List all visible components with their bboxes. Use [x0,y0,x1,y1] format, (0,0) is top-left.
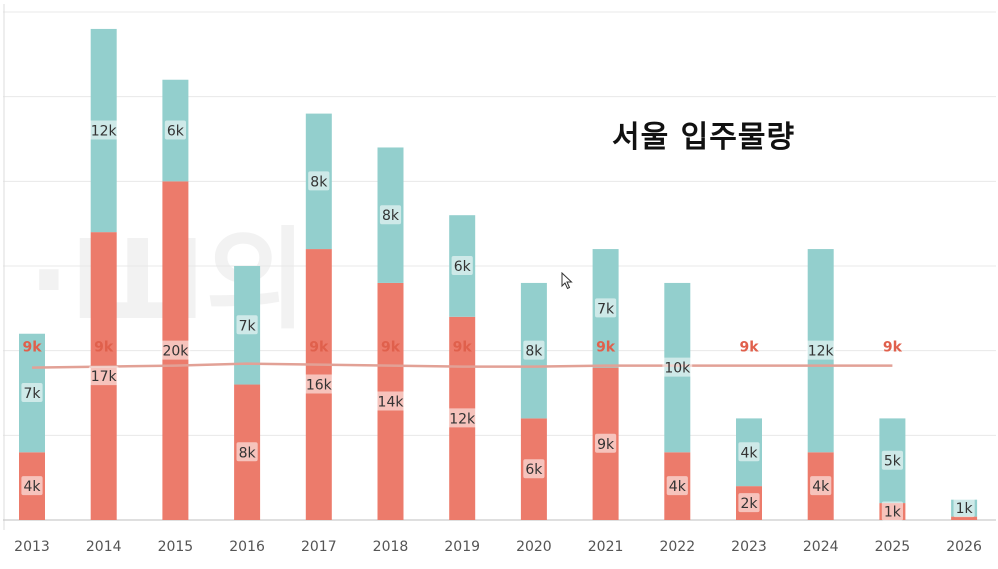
data-label-upper: 1k [956,501,974,517]
data-label-upper: 10k [664,361,691,377]
data-label-upper-bg [805,340,836,360]
x-tick-label: 2023 [731,539,767,555]
data-label-upper-bg [88,120,119,140]
data-label-upper-bg [451,256,473,275]
data-label-lower-bg [666,476,688,496]
data-label-upper-bg [308,171,330,191]
x-tick-label: 2016 [229,539,265,555]
data-label-upper-bg [164,120,186,140]
data-label-lower-bg [810,476,832,496]
x-tick-label: 2018 [373,539,409,555]
data-label-lower: 9k [597,437,615,453]
average-label: 9k [596,340,616,356]
data-label-upper: 5k [884,454,902,470]
data-label-lower-bg [881,501,903,521]
average-line [31,362,893,369]
data-label-upper-bg [21,383,43,402]
data-label-lower-bg [523,459,545,479]
data-label-upper-bg [379,205,402,225]
x-tick-label: 2024 [803,539,839,555]
average-label: 9k [309,340,329,356]
data-label-upper: 8k [310,174,328,190]
data-label-upper-bg [738,442,760,462]
average-label: 9k [381,340,401,356]
average-label: 9k [22,340,42,356]
average-label: 9k [883,340,903,356]
data-label-upper: 8k [525,344,543,360]
data-label-upper-bg [595,298,617,318]
data-label-upper: 8k [382,208,400,224]
data-label-lower: 12k [449,411,476,427]
data-label-lower-bg [21,476,43,496]
data-label-lower-bg [595,433,617,453]
x-tick-label: 2021 [588,539,624,555]
data-label-lower: 4k [669,479,687,495]
data-label-lower: 20k [162,344,189,360]
data-label-lower: 16k [306,378,333,394]
data-label-lower: 8k [239,445,257,461]
data-label-lower-bg [447,408,478,428]
x-tick-label: 2020 [516,539,552,555]
data-label-lower: 6k [525,462,543,478]
data-label-lower-bg [236,442,258,462]
average-label: 9k [94,340,114,356]
data-label-upper: 12k [808,344,835,360]
average-label: 9k [453,340,473,356]
data-label-upper-bg [881,450,903,470]
average-label: 9k [739,340,759,356]
data-label-upper: 4k [740,445,758,461]
data-label-lower: 14k [378,394,405,410]
data-label-lower: 4k [23,479,41,495]
data-label-lower-bg [160,340,191,360]
data-label-lower: 1k [884,505,902,521]
x-tick-label: 2026 [946,539,982,555]
data-label-lower: 4k [812,479,830,495]
data-label-upper: 6k [454,259,472,275]
data-label-upper: 7k [23,386,41,402]
data-label-lower: 17k [91,369,118,385]
data-label-upper: 7k [239,318,257,334]
data-label-upper-bg [523,340,545,360]
x-tick-label: 2013 [14,539,50,555]
data-label-lower: 2k [740,496,758,512]
x-tick-label: 2019 [444,539,480,555]
x-tick-label: 2017 [301,539,337,555]
data-label-upper-bg [236,315,258,335]
data-label-upper-bg [662,357,693,377]
x-tick-label: 2014 [86,539,122,555]
data-label-upper: 6k [167,124,185,140]
data-label-upper: 12k [91,124,118,140]
data-label-lower-bg [88,366,119,386]
chart-title: 서울 입주물량 [612,120,796,155]
bar-lower-2026 [951,516,978,520]
x-tick-label: 2025 [875,539,911,555]
data-label-upper: 7k [597,301,615,317]
data-label-lower-bg [303,374,334,394]
data-label-upper-bg [953,498,975,518]
data-label-lower-bg [375,391,406,411]
x-tick-label: 2022 [659,539,695,555]
data-label-lower-bg [738,493,760,513]
x-tick-label: 2015 [158,539,194,555]
